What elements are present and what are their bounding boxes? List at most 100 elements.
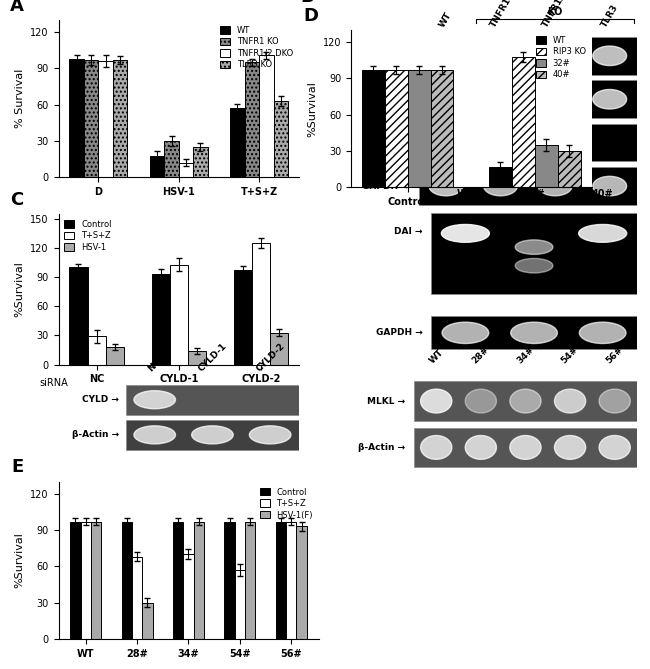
Text: C: C	[10, 191, 23, 209]
Bar	[173, 522, 183, 639]
Bar	[286, 522, 296, 639]
Text: B: B	[300, 0, 314, 5]
Ellipse shape	[593, 46, 627, 66]
Bar	[188, 351, 206, 365]
Ellipse shape	[429, 133, 463, 153]
Bar	[419, 37, 637, 74]
Bar	[194, 522, 204, 639]
Ellipse shape	[134, 391, 176, 409]
Legend: WT, RIP3 KO, 32#, 40#: WT, RIP3 KO, 32#, 40#	[534, 34, 588, 81]
Ellipse shape	[554, 436, 586, 460]
Bar	[81, 522, 91, 639]
Ellipse shape	[429, 177, 463, 196]
Ellipse shape	[484, 133, 517, 153]
Ellipse shape	[429, 46, 463, 66]
Ellipse shape	[465, 436, 497, 460]
Ellipse shape	[484, 177, 517, 196]
Bar	[70, 59, 84, 177]
Bar	[234, 270, 252, 365]
Ellipse shape	[515, 240, 553, 254]
Text: KO: KO	[547, 7, 563, 17]
Bar	[245, 522, 255, 639]
Text: WT: WT	[427, 348, 445, 366]
Y-axis label: %Survival: %Survival	[307, 81, 317, 136]
Bar	[170, 264, 188, 365]
Text: 40#: 40#	[592, 189, 614, 199]
Bar	[179, 163, 193, 177]
Text: 34#: 34#	[515, 345, 536, 366]
Bar	[259, 55, 274, 177]
Ellipse shape	[599, 436, 630, 460]
Bar	[88, 337, 105, 365]
Bar	[84, 60, 98, 177]
Text: β-Actin →: β-Actin →	[358, 443, 406, 452]
Ellipse shape	[442, 322, 489, 343]
Bar	[362, 70, 385, 187]
Ellipse shape	[510, 389, 541, 413]
Bar	[408, 70, 430, 187]
Ellipse shape	[538, 177, 572, 196]
Text: A: A	[10, 0, 24, 15]
Bar	[244, 62, 259, 177]
Text: TNFR1/2: TNFR1/2	[541, 0, 569, 29]
Bar	[150, 155, 164, 177]
Text: siRNA: siRNA	[39, 378, 68, 387]
Bar	[230, 108, 244, 177]
Bar	[142, 603, 153, 639]
Ellipse shape	[134, 426, 176, 444]
Text: D: D	[303, 7, 318, 25]
Ellipse shape	[484, 90, 517, 109]
Text: TNFR2 →: TNFR2 →	[365, 95, 410, 104]
Text: E: E	[12, 458, 24, 476]
Text: MLKL →: MLKL →	[367, 397, 406, 405]
Text: TLR3: TLR3	[599, 3, 620, 29]
Text: TLR3 →: TLR3 →	[374, 138, 410, 147]
Text: 32#: 32#	[523, 189, 545, 199]
Ellipse shape	[599, 389, 630, 413]
Bar	[419, 167, 637, 205]
Bar	[70, 268, 88, 365]
Ellipse shape	[465, 389, 497, 413]
Bar	[113, 60, 127, 177]
Bar	[224, 522, 235, 639]
Bar	[193, 147, 208, 177]
Bar	[419, 80, 637, 118]
Ellipse shape	[441, 225, 489, 242]
Text: GAPDH →: GAPDH →	[363, 181, 410, 191]
Bar	[274, 101, 288, 177]
Legend: Control, T+S+Z, HSV-1: Control, T+S+Z, HSV-1	[62, 218, 113, 254]
Text: GAPDH →: GAPDH →	[376, 328, 422, 337]
Legend: Control, T+S+Z, HSV-1(F): Control, T+S+Z, HSV-1(F)	[258, 486, 315, 521]
Bar	[70, 522, 81, 639]
Ellipse shape	[192, 426, 233, 444]
Bar	[430, 70, 454, 187]
Ellipse shape	[429, 90, 463, 109]
Bar	[164, 141, 179, 177]
Bar	[276, 522, 286, 639]
Bar	[414, 381, 637, 421]
Ellipse shape	[579, 322, 626, 343]
Ellipse shape	[593, 90, 627, 109]
Y-axis label: %Survival: %Survival	[15, 262, 25, 317]
Ellipse shape	[510, 436, 541, 460]
Bar	[431, 213, 637, 294]
Text: β-Actin →: β-Actin →	[72, 430, 118, 440]
Bar	[126, 420, 299, 450]
Bar	[535, 145, 558, 187]
Bar	[558, 151, 580, 187]
Bar	[270, 332, 288, 365]
Bar	[512, 57, 535, 187]
Ellipse shape	[250, 426, 291, 444]
Bar	[431, 316, 637, 349]
Bar	[132, 557, 142, 639]
Bar	[489, 167, 512, 187]
Bar	[126, 385, 299, 415]
Ellipse shape	[421, 436, 452, 460]
Text: DAI →: DAI →	[394, 227, 422, 236]
Text: TNFR1: TNFR1	[488, 0, 513, 29]
Bar	[235, 570, 245, 639]
Text: 54#: 54#	[560, 345, 580, 366]
Text: CYLD →: CYLD →	[82, 395, 118, 404]
Ellipse shape	[421, 389, 452, 413]
Bar	[183, 554, 194, 639]
